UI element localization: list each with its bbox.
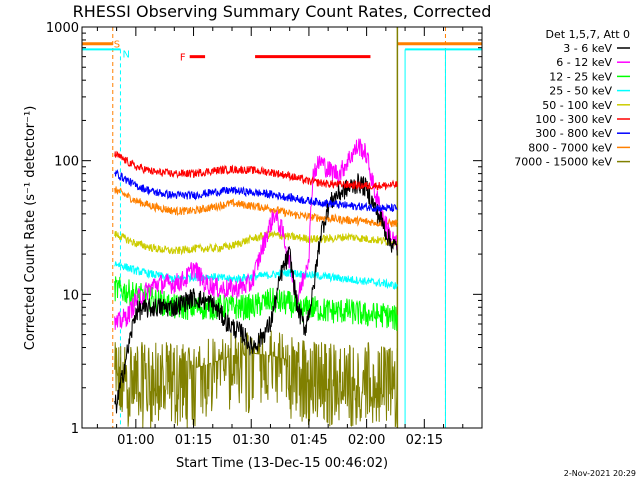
chart-title: RHESSI Observing Summary Count Rates, Co… bbox=[73, 2, 492, 21]
series-line bbox=[114, 169, 398, 213]
series-line bbox=[114, 150, 398, 191]
y-tick-label: 1000 bbox=[46, 21, 79, 36]
x-axis-label: Start Time (13-Dec-15 00:46:02) bbox=[176, 456, 388, 471]
series-line bbox=[114, 186, 398, 228]
legend-entry-label: 800 - 7000 keV bbox=[528, 141, 612, 154]
y-axis-label: Corrected Count Rate (s⁻¹ detector⁻¹) bbox=[23, 106, 38, 351]
legend-entry-label: 12 - 25 keV bbox=[549, 70, 612, 83]
x-tick-label: 02:15 bbox=[406, 433, 443, 448]
x-tick-label: 01:00 bbox=[117, 433, 154, 448]
footer-date: 2-Nov-2021 20:29 bbox=[564, 469, 636, 478]
series-line bbox=[114, 138, 398, 330]
legend-entry-label: 300 - 800 keV bbox=[535, 127, 612, 140]
plot-frame bbox=[81, 26, 483, 429]
legend-entry-label: 3 - 6 keV bbox=[563, 42, 612, 55]
legend-entry-label: 7000 - 15000 keV bbox=[514, 156, 612, 169]
saa-marker-label: S bbox=[114, 40, 120, 51]
series-line bbox=[114, 330, 398, 428]
plot-layer: SN F bbox=[81, 27, 482, 428]
legend-entry-label: 6 - 12 keV bbox=[556, 56, 612, 69]
y-tick-label: 1 bbox=[71, 422, 79, 437]
legend-entry-label: 50 - 100 keV bbox=[542, 99, 612, 112]
series-line bbox=[114, 276, 398, 331]
axes-layer: 1 10 100 1000 01:00 01:15 01:30 01:45 02:00 02:15 bbox=[46, 21, 483, 448]
legend-entry-label: 100 - 300 keV bbox=[535, 113, 612, 126]
series-line bbox=[114, 230, 398, 256]
series-line bbox=[114, 261, 398, 290]
x-tick-label: 01:30 bbox=[232, 433, 269, 448]
night-marker-label: N bbox=[122, 49, 129, 60]
x-tick-label: 01:15 bbox=[175, 433, 212, 448]
x-tick-label: 02:00 bbox=[348, 433, 385, 448]
legend-header: Det 1,5,7, Att 0 bbox=[546, 28, 630, 41]
y-tick-label: 100 bbox=[54, 155, 79, 170]
y-tick-label: 10 bbox=[62, 288, 79, 303]
legend-entry-label: 25 - 50 keV bbox=[549, 85, 612, 98]
x-tick-label: 01:45 bbox=[290, 433, 327, 448]
attenuator-label: F bbox=[180, 53, 186, 64]
